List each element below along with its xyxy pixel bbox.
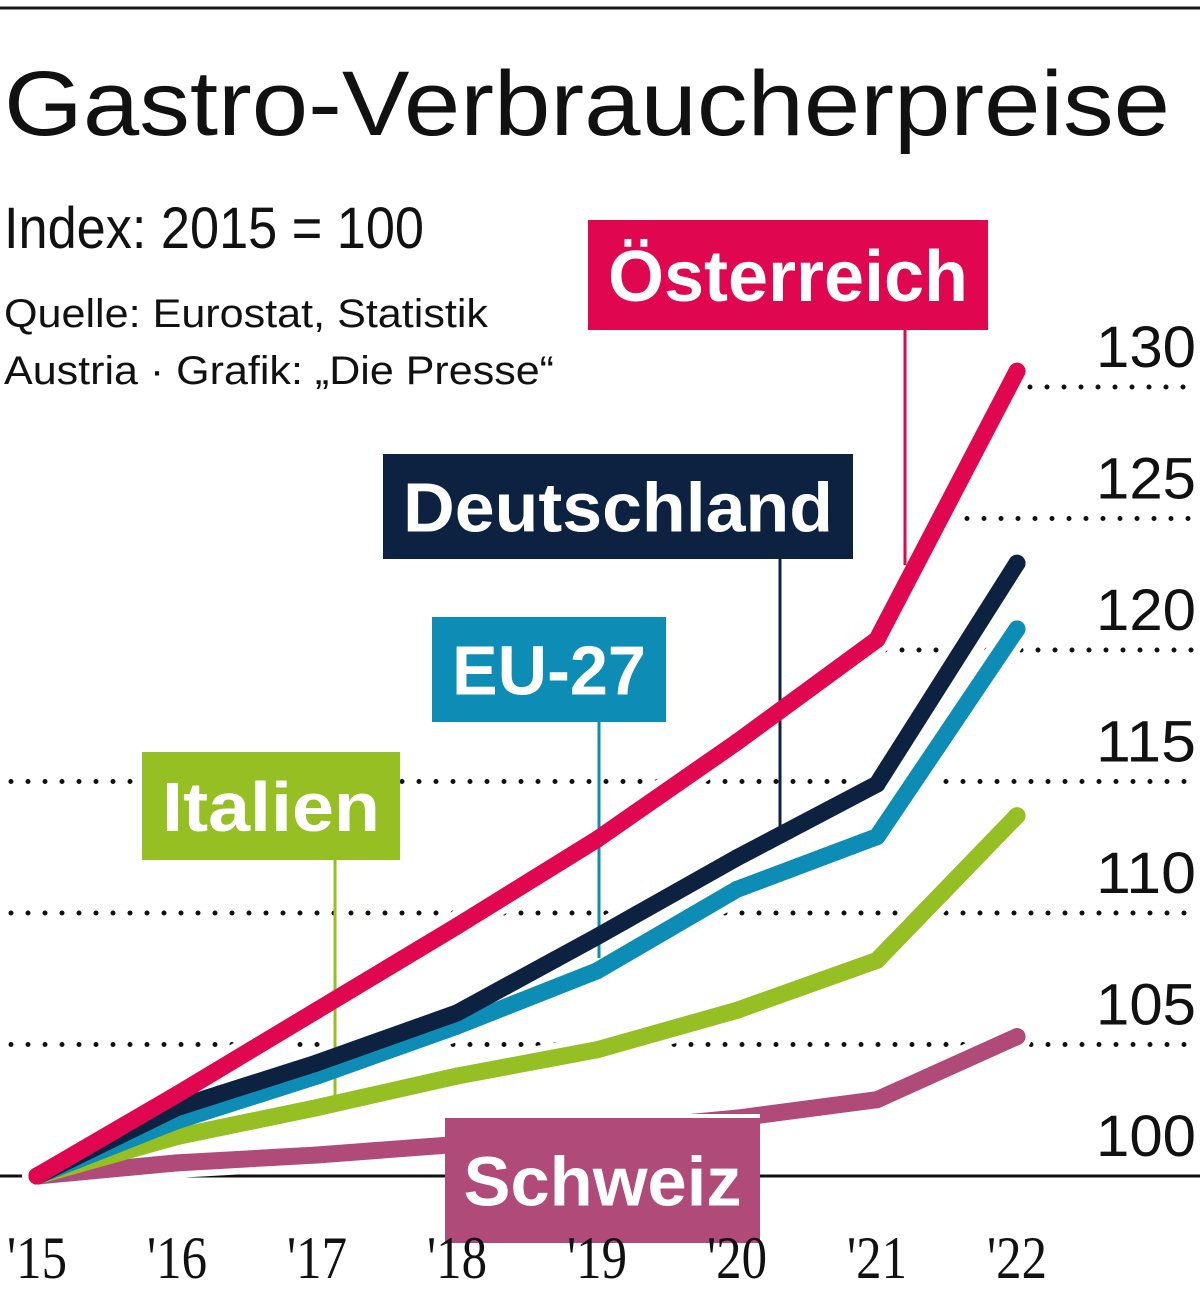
y-tick-labels: 100 105 110 115 120 125 130 bbox=[1096, 315, 1196, 1169]
series-label-schweiz: Schweiz bbox=[464, 1143, 742, 1221]
x-tick-label: '15 bbox=[7, 1225, 67, 1291]
label-box--sterreich bbox=[588, 220, 988, 330]
y-tick-label: 120 bbox=[1096, 578, 1196, 643]
x-tick-label: '21 bbox=[847, 1225, 907, 1291]
data-point bbox=[728, 1001, 746, 1019]
y-tick-label: 100 bbox=[1096, 1104, 1196, 1169]
data-point bbox=[1008, 807, 1026, 825]
x-tick-label: '20 bbox=[707, 1225, 767, 1291]
chart-title: Gastro-Verbraucherpreise bbox=[4, 53, 1170, 155]
x-tick-labels: '15 '16 '17 '18 '19 '20 '21 '22 bbox=[7, 1225, 1047, 1291]
y-tick-label: 105 bbox=[1096, 973, 1196, 1038]
data-point bbox=[868, 630, 886, 648]
label-box-eu-27 bbox=[432, 617, 666, 722]
y-tick-label: 125 bbox=[1096, 447, 1196, 512]
series-label-eu-27: EU-27 bbox=[452, 632, 646, 710]
data-point bbox=[168, 1085, 186, 1103]
source-line-1: Quelle: Eurostat, Statistik bbox=[4, 292, 489, 336]
data-point bbox=[168, 1128, 186, 1146]
series-line-eu-27 bbox=[28, 620, 1026, 1185]
series-line--sterreich bbox=[28, 362, 1026, 1185]
data-point bbox=[308, 1146, 326, 1164]
y-tick-label: 115 bbox=[1096, 710, 1196, 775]
label-box-italien bbox=[142, 752, 400, 860]
x-tick-label: '18 bbox=[427, 1225, 487, 1291]
series-line-deutschland bbox=[28, 554, 1026, 1185]
data-point bbox=[868, 828, 886, 846]
data-point bbox=[588, 1041, 606, 1059]
series-label-italien: Italien bbox=[162, 768, 380, 846]
data-point bbox=[1008, 362, 1026, 380]
data-point bbox=[728, 880, 746, 898]
x-tick-label: '19 bbox=[567, 1225, 627, 1291]
y-tick-label: 130 bbox=[1096, 315, 1196, 380]
chart-subtitle: Index: 2015 = 100 bbox=[4, 196, 424, 261]
data-point bbox=[308, 1099, 326, 1117]
data-point bbox=[168, 1154, 186, 1172]
data-point bbox=[868, 951, 886, 969]
y-tick-label: 110 bbox=[1096, 841, 1196, 906]
data-point bbox=[588, 830, 606, 848]
data-point bbox=[868, 775, 886, 793]
data-point bbox=[308, 1001, 326, 1019]
x-tick-label: '22 bbox=[987, 1225, 1047, 1291]
series-label--sterreich: Österreich bbox=[608, 237, 968, 317]
data-point bbox=[28, 1167, 46, 1185]
series-labels: Österreich Deutschland EU-27 Italien Schweiz bbox=[142, 220, 988, 1243]
source-line-2: Austria · Grafik: „Die Presse“ bbox=[4, 349, 554, 393]
data-point bbox=[1008, 1028, 1026, 1046]
data-point bbox=[308, 1054, 326, 1072]
data-point bbox=[588, 962, 606, 980]
data-point bbox=[448, 1067, 466, 1085]
data-point bbox=[588, 928, 606, 946]
data-point bbox=[1008, 620, 1026, 638]
series-line-italien bbox=[28, 807, 1026, 1185]
data-point bbox=[448, 917, 466, 935]
data-point bbox=[448, 1004, 466, 1022]
data-point bbox=[1008, 554, 1026, 572]
data-point bbox=[728, 733, 746, 751]
series-label-deutschland: Deutschland bbox=[403, 469, 833, 547]
label-box-schweiz bbox=[445, 1118, 760, 1243]
x-tick-label: '17 bbox=[287, 1225, 347, 1291]
x-tick-label: '16 bbox=[147, 1225, 207, 1291]
data-point bbox=[868, 1091, 886, 1109]
data-point bbox=[728, 849, 746, 867]
label-box-deutschland bbox=[383, 454, 853, 559]
